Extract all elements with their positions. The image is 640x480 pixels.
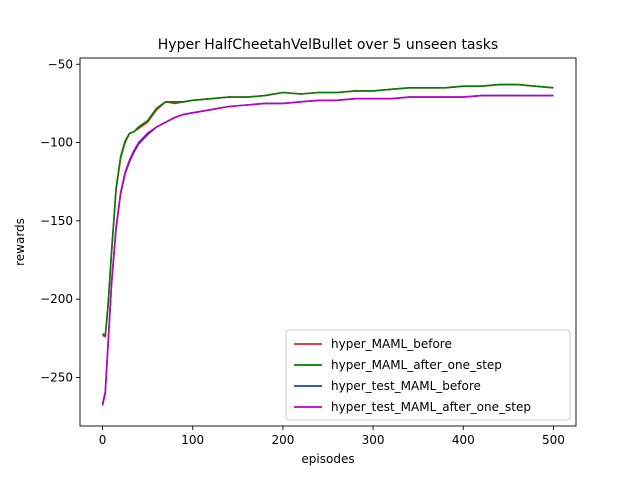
legend-entry: hyper_test_MAML_after_one_step [331,400,531,414]
axes-frame [79,57,577,427]
x-tick-label: 400 [452,433,475,447]
series-line-2 [102,83,554,336]
chart-title: Hyper HalfCheetahVelBullet over 5 unseen… [158,37,498,53]
y-tick-label: −250 [40,370,73,384]
legend-entry: hyper_MAML_before [331,337,452,351]
series-line-1 [102,83,554,338]
y-axis-label: rewards [13,218,27,266]
legend: hyper_MAML_before hyper_MAML_after_one_st… [285,329,571,421]
x-tick-label: 500 [542,433,565,447]
x-tick-label: 200 [271,433,294,447]
y-tick-label: −150 [40,214,73,228]
x-tick-label: 0 [99,433,107,447]
y-tick-label: −100 [40,136,73,150]
legend-box [285,329,571,421]
x-axis-label: episodes [301,452,354,466]
x-tick-label: 300 [362,433,385,447]
x-tick-label: 100 [181,433,204,447]
series-layer [101,83,554,406]
y-tick-label: −200 [40,292,73,306]
legend-entry: hyper_test_MAML_before [331,379,481,393]
y-tick-label: −50 [48,57,73,71]
series-line-4 [101,94,554,405]
legend-entry: hyper_MAML_after_one_step [331,358,502,372]
axes: 0 100 200 300 400 500 −250 −200 −150 −100 −50 [40,57,577,447]
